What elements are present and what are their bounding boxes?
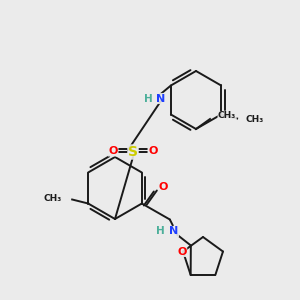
Text: O: O [108,146,118,156]
Text: S: S [128,145,138,159]
Text: N: N [156,94,166,103]
Text: N: N [169,226,178,236]
Text: O: O [148,146,158,156]
Text: O: O [177,247,187,256]
Text: CH₃: CH₃ [44,194,62,203]
Text: CH₃: CH₃ [245,115,263,124]
Text: O: O [159,182,168,191]
Text: H: H [144,94,153,103]
Text: H: H [156,226,165,236]
Text: CH₃: CH₃ [218,112,236,121]
